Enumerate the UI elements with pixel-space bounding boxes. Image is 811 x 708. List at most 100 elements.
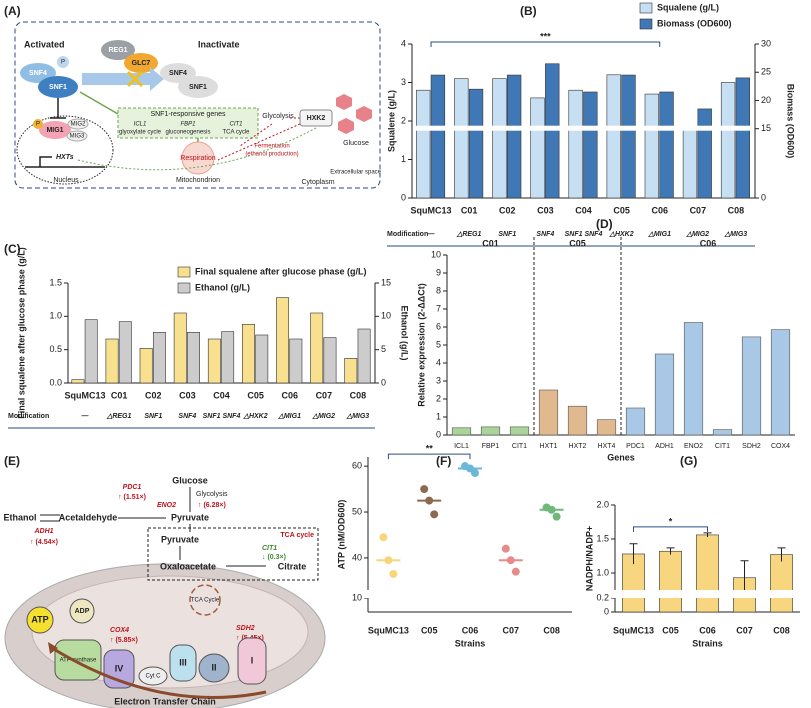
legend-label: Ethanol (g/L) — [195, 282, 250, 292]
label: HXTs — [56, 154, 74, 161]
tick-label: 9 — [436, 267, 441, 277]
bar — [621, 74, 636, 199]
bar — [492, 78, 507, 199]
arrow — [179, 546, 266, 567]
arrow — [217, 123, 301, 161]
x-tick-label: C08 — [773, 625, 790, 635]
modification: △MIG3 — [724, 231, 748, 238]
x-tick-label: FBP1 — [482, 443, 500, 450]
x-axis-label: Strains — [692, 638, 723, 648]
label: III — [179, 657, 187, 667]
glucose — [356, 106, 372, 122]
bar — [310, 312, 324, 384]
label: II — [211, 662, 216, 672]
glucose — [338, 118, 354, 134]
label: SNF4 — [29, 70, 47, 77]
label: Cytoplasm — [301, 179, 334, 186]
bar — [451, 427, 472, 436]
label: REG1 — [108, 47, 127, 54]
bar — [697, 108, 712, 199]
label: ↑ (1.51×) — [118, 494, 146, 501]
label: TCA cycle — [222, 130, 250, 136]
modification: SNF1 — [498, 231, 516, 238]
significance-bracket — [430, 41, 661, 47]
x-tick-label: C08 — [728, 205, 745, 215]
label: COX4 — [110, 627, 129, 634]
label: Oxaloacetate — [160, 561, 216, 571]
label: glyoxylate cycle — [119, 130, 162, 136]
x-tick-label: ENO2 — [684, 443, 703, 450]
bar — [84, 319, 98, 384]
x-tick-label: C02 — [499, 205, 516, 215]
label: PDC1 — [123, 484, 142, 491]
tick-label: 50 — [352, 506, 362, 516]
label: SDH2 — [236, 625, 255, 632]
bar — [625, 407, 646, 436]
bar — [344, 358, 358, 384]
label: FBP1 — [180, 122, 195, 128]
tick-label: 0.2 — [596, 592, 609, 602]
bar — [242, 324, 255, 384]
label: (ethanol production) — [245, 152, 298, 158]
tick-label: 4 — [436, 357, 441, 367]
y-axis-label: Final squalene after glucose phase (g/L) — [16, 247, 26, 419]
x-tick-label: ICL1 — [454, 443, 469, 450]
x-tick-label: C07 — [690, 205, 707, 215]
label: ATP — [31, 614, 48, 624]
tick-label: 2 — [401, 115, 406, 125]
x-tick-label: SDH2 — [742, 443, 761, 450]
atp-synthase — [54, 639, 102, 681]
adp — [69, 598, 95, 624]
label: Extracellular space — [330, 170, 381, 176]
x-tick-label: C02 — [145, 390, 162, 400]
row-label: Modification — [8, 413, 49, 420]
bar — [506, 74, 522, 199]
label: SNF4 — [169, 70, 187, 77]
y-axis-label: Squalene (g/L) — [386, 90, 396, 152]
label: Cyt C — [146, 674, 162, 680]
label: Pyruvate — [161, 534, 199, 544]
bar — [468, 88, 484, 199]
bar — [221, 331, 235, 384]
x-tick-label: C07 — [503, 625, 520, 635]
cytochrome-c — [138, 666, 168, 686]
modification: △MIG1 — [647, 231, 671, 238]
axis-break — [413, 125, 754, 131]
x-tick-label: C03 — [179, 390, 196, 400]
x-tick-label: COX4 — [771, 443, 790, 450]
tick-label: 15 — [761, 123, 771, 133]
annotation: *** — [540, 31, 551, 41]
tick-label: 3 — [436, 375, 441, 385]
modification: △HXK2 — [609, 231, 634, 238]
tick-label: 20 — [761, 95, 771, 105]
axis-break — [609, 590, 800, 598]
label: Nucleus — [53, 177, 79, 184]
tick-label: 60 — [352, 461, 362, 471]
label: P — [61, 60, 65, 66]
modification: △MIG1 — [277, 413, 301, 420]
arrow — [40, 514, 166, 522]
tick-label: 0 — [604, 606, 609, 616]
x-tick-label: HXT1 — [540, 443, 558, 450]
phosphate — [57, 56, 69, 68]
x-tick-label: C01 — [461, 205, 478, 215]
inhibition — [50, 98, 66, 119]
tick-label: 0 — [381, 377, 386, 387]
bar — [255, 334, 269, 384]
bar — [480, 426, 501, 436]
label: ADP — [75, 608, 90, 615]
label: ENO2 — [157, 502, 176, 509]
annotation: * — [669, 516, 673, 526]
tick-label: 30 — [761, 38, 771, 48]
label: HXK2 — [307, 115, 326, 122]
bar — [696, 534, 719, 613]
group-label: C06 — [700, 238, 717, 248]
bar — [770, 329, 791, 436]
x-tick-label: C06 — [281, 390, 298, 400]
modification: SNF4 — [536, 231, 554, 238]
label: Glucose — [343, 140, 369, 147]
arrow — [82, 67, 164, 91]
tick-label: 5 — [381, 344, 386, 354]
point — [379, 533, 388, 542]
protein — [66, 130, 88, 142]
